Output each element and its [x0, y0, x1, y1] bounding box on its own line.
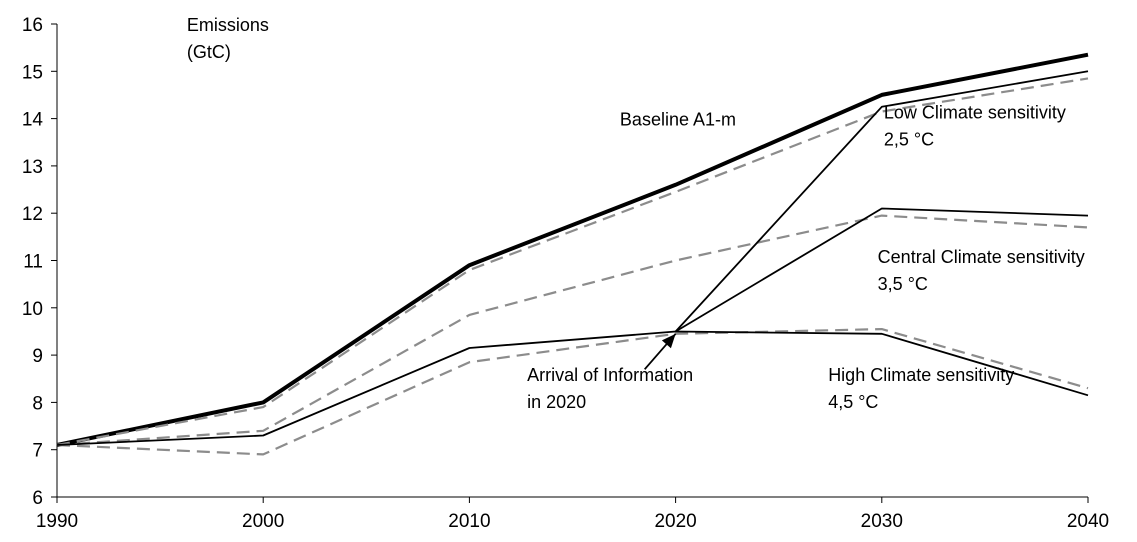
x-tick-label: 2010: [448, 511, 490, 532]
annotation-3-line-1: Low Climate sensitivity: [884, 103, 1066, 123]
annotations: Emissions (GtC) Baseline A1-m Low Climate s…: [187, 15, 1085, 412]
y-tick-label: 13: [22, 157, 43, 178]
x-tick-label: 2030: [861, 511, 903, 532]
annotation-3-line-2: 2,5 °C: [884, 130, 934, 150]
y-tick-label: 16: [22, 15, 43, 36]
annotation-5-line-1: Arrival of Information: [527, 365, 693, 385]
y-tick-label: 7: [32, 441, 43, 462]
x-tick-label: 2000: [242, 511, 284, 532]
y-tick-label: 10: [22, 299, 43, 320]
y-tick-label: 9: [32, 346, 43, 367]
y-tick-label: 11: [23, 252, 43, 273]
annotation-6-line-2: 4,5 °C: [828, 392, 878, 412]
y-tick-label: 12: [22, 204, 43, 225]
annotation-1-line-2: (GtC): [187, 42, 231, 62]
series-line-2: [56, 77, 1089, 447]
series-line-5: [56, 330, 1089, 446]
series-lines: [56, 52, 1089, 456]
annotation-4-line-2: 3,5 °C: [878, 274, 928, 294]
annotation-4-line-1: Central Climate sensitivity: [878, 247, 1085, 267]
y-tick-label: 14: [22, 110, 44, 131]
annotation-1-line-1: Emissions: [187, 15, 269, 35]
series-line-4: [56, 328, 1089, 456]
annotation-6-line-1: High Climate sensitivity: [828, 365, 1014, 385]
x-tick-label: 2040: [1067, 511, 1109, 532]
y-tick-label: 15: [22, 62, 43, 83]
y-tick-label: 8: [32, 393, 43, 414]
x-tick-label: 2020: [654, 511, 696, 532]
series-line-7: [675, 207, 1089, 333]
arrow-head: [661, 333, 676, 349]
axes: 6 7 8 9 10 11 12 13 14 15 16 1990 2000 2010 2020 2030 20…: [22, 15, 1109, 532]
annotation-2-line-1: Baseline A1-m: [620, 110, 736, 130]
y-tick-label: 6: [32, 488, 43, 509]
series-line-3: [56, 214, 1089, 447]
x-tick-label: 1990: [36, 511, 78, 532]
annotation-5-line-2: in 2020: [527, 392, 586, 412]
series-line-1: [56, 52, 1089, 447]
series-line-6: [674, 70, 1089, 333]
